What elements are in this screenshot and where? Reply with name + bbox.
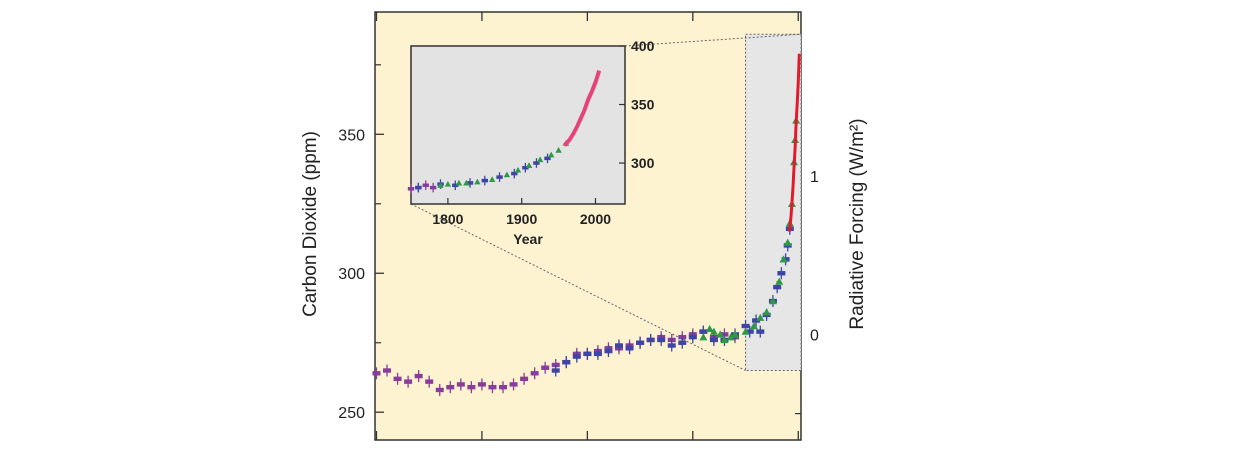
series-2-point [720, 335, 729, 344]
series-2-point [756, 313, 765, 321]
inset-x-axis-label: Year [513, 231, 543, 247]
inset-series-2-point [514, 166, 522, 173]
y-tick-label-left: 300 [338, 266, 365, 283]
inset-y-tick-label: 400 [631, 38, 655, 54]
inset-series-2-point [474, 178, 481, 185]
series-2-point [783, 238, 792, 246]
series-2-point [726, 333, 735, 341]
y-tick-label-right: 0 [810, 327, 819, 344]
inset-series-2-point [463, 179, 470, 186]
main-axes: 250 300 350 0 1 [338, 12, 819, 440]
inset-y-tick-label: 350 [631, 97, 655, 113]
inset-x-tick-label: 1900 [506, 211, 537, 227]
inset-series-2-point [536, 156, 544, 163]
inset-series-2-point [503, 171, 511, 178]
inset-series-2-point [444, 180, 452, 187]
series-2-point [716, 330, 725, 338]
inset-series-2-point [548, 151, 555, 158]
series-3-line [787, 53, 801, 232]
series-2-point [749, 322, 758, 330]
series-2-point [762, 308, 771, 316]
inset-series-2-point [525, 162, 533, 168]
series-2-point [768, 297, 777, 305]
y-axis-label-right: Radiative Forcing (W/m²) [847, 118, 868, 329]
inset-plot-area [410, 45, 626, 205]
inset-series-2-point [555, 146, 562, 153]
series-2-point [709, 327, 718, 335]
y-tick-label-left: 250 [338, 405, 365, 422]
inset-series-2-point [488, 176, 496, 182]
y-tick-label-right: 1 [810, 169, 819, 186]
series-2-point [705, 324, 714, 333]
y-axis-label-left: Carbon Dioxide (ppm) [300, 131, 321, 317]
inset-x-tick-label: 1800 [432, 211, 463, 227]
inset-chart: 1800 1900 2000 Year 300 350 400 [407, 33, 802, 371]
series-2-point [730, 330, 739, 338]
inset-x-tick-label: 2000 [580, 211, 611, 227]
inset-series-2-point [437, 182, 444, 188]
series-2-point [775, 277, 784, 285]
series-2-point [699, 333, 708, 341]
main-marks [372, 53, 801, 396]
connector-line-top [624, 33, 802, 47]
inset-y-tick-label: 300 [631, 155, 655, 171]
y-tick-label-left: 350 [338, 127, 365, 144]
inset-series-3-line [562, 69, 602, 147]
series-2-point [779, 255, 788, 263]
inset-series-2-point [455, 179, 463, 186]
series-2-point [741, 327, 750, 335]
